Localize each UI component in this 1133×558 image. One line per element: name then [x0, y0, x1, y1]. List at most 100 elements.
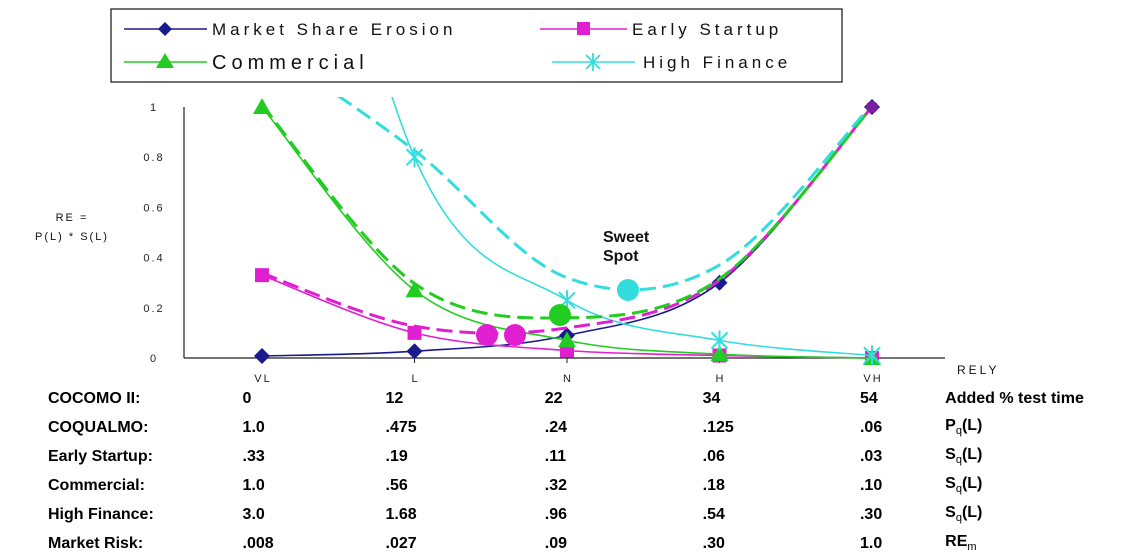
combined-commercial — [260, 104, 874, 326]
star-marker-icon — [585, 53, 601, 71]
table-cell: .30 — [859, 505, 883, 523]
row-label: Market Risk: — [48, 534, 144, 552]
series-commercial — [253, 98, 881, 365]
table-cell: 1.0 — [242, 476, 265, 494]
diamond-point — [711, 274, 728, 291]
square-point — [255, 268, 269, 283]
row-label: COQUALMO: — [48, 418, 149, 436]
y-axis-label-line2: P(L) * S(L) — [35, 231, 109, 243]
square-point — [407, 325, 422, 340]
y-tick-label: 0 — [150, 353, 158, 365]
row-unit: Sq(L) — [945, 446, 983, 467]
triangle-marker-icon — [156, 53, 174, 68]
table-row: Early Startup: .33 .19 .11 .06 .03 Sq(L) — [48, 442, 1133, 471]
y-tick-label: 0.8 — [143, 152, 164, 164]
table-cell: .09 — [544, 534, 567, 552]
y-axis-label-line1: RE = — [56, 212, 89, 224]
legend-label: Early Startup — [632, 20, 782, 39]
combined-high-finance — [337, 97, 874, 301]
diamond-point — [254, 347, 270, 364]
star-point — [863, 345, 881, 366]
sweet-spot-dot — [476, 324, 498, 346]
table-cell: .06 — [859, 418, 883, 436]
table-cell: 34 — [702, 389, 721, 407]
table-cell: .24 — [544, 418, 567, 436]
triangle-point — [558, 331, 576, 348]
table-cell: .32 — [544, 476, 567, 494]
table-row: Market Risk: .008 .027 .09 .30 1.0 REm — [48, 529, 1133, 558]
table-row: COQUALMO: 1.0 .475 .24 .125 .06 Pq(L) — [48, 413, 1133, 442]
sweet-spot-annotation-line2: Spot — [603, 248, 639, 265]
legend-item-high-finance: High Finance — [552, 53, 791, 72]
row-unit: Sq(L) — [945, 475, 983, 496]
sweet-spot-annotation-line1: Sweet — [603, 229, 650, 246]
table-row: Commercial: 1.0 .56 .32 .18 .10 Sq(L) — [48, 471, 1133, 500]
y-ticks: 0 0.2 0.4 0.6 0.8 1 — [143, 102, 164, 365]
table-cell: .33 — [242, 447, 265, 465]
table-cell: .56 — [385, 476, 408, 494]
x-tick-label: H — [716, 373, 726, 385]
legend-item-early-startup: Early Startup — [540, 20, 782, 39]
diamond-point — [406, 343, 423, 360]
table-cell: .11 — [544, 447, 567, 465]
table-row: High Finance: 3.0 1.68 .96 .54 .30 Sq(L) — [48, 500, 1133, 529]
table-cell: 54 — [859, 389, 878, 407]
y-tick-label: 0.4 — [143, 253, 164, 265]
triangle-point — [710, 345, 729, 362]
legend-label: Market Share Erosion — [212, 20, 456, 39]
row-label: Commercial: — [48, 476, 145, 494]
legend: Market Share Erosion Early Startup Comme… — [110, 8, 843, 83]
table-cell: .125 — [702, 418, 734, 436]
table-cell: .027 — [385, 534, 417, 552]
y-tick-label: 0.2 — [143, 303, 164, 315]
y-tick-label: 0.6 — [143, 202, 164, 214]
row-label: High Finance: — [48, 505, 154, 523]
table-cell: 1.68 — [385, 505, 417, 523]
chart: Market Share Erosion Early Startup Comme… — [35, 8, 999, 385]
triangle-point — [405, 281, 424, 298]
data-table: COCOMO II: 0 12 22 34 54 Added % test time COQU… — [48, 384, 1133, 558]
row-label: COCOMO II: — [48, 389, 141, 407]
series-line — [261, 106, 873, 359]
x-tick-label: VL — [254, 373, 271, 385]
combined-line — [337, 97, 874, 292]
legend-item-commercial: Commercial — [124, 52, 369, 74]
x-tick-label: N — [563, 373, 573, 385]
convergence-point — [866, 101, 878, 113]
star-point — [710, 330, 729, 351]
table-cell: 12 — [385, 389, 404, 407]
row-unit: REm — [945, 533, 977, 554]
table-cell: .54 — [702, 505, 725, 523]
table-cell: .10 — [859, 476, 883, 494]
series — [253, 97, 881, 366]
table-cell: .30 — [702, 534, 725, 552]
table-cell: .008 — [242, 534, 274, 552]
legend-label: Commercial — [212, 52, 369, 74]
x-ticks: VL L N H VH — [254, 358, 881, 385]
table-cell: .96 — [544, 505, 567, 523]
x-tick-label: L — [411, 373, 419, 385]
square-marker-icon — [577, 22, 590, 35]
legend-label: High Finance — [643, 53, 791, 72]
row-unit: Sq(L) — [945, 504, 983, 525]
series-line — [391, 97, 873, 357]
x-axis-title: RELY — [957, 363, 999, 377]
table-cell: 22 — [544, 389, 563, 407]
table-cell: .06 — [702, 447, 725, 465]
table-cell: .03 — [859, 447, 883, 465]
table-cell: .475 — [385, 418, 417, 436]
diamond-marker-icon — [158, 22, 172, 36]
table-cell: 1.0 — [242, 418, 265, 436]
row-unit: Added % test time — [945, 389, 1084, 407]
row-label: Early Startup: — [48, 447, 153, 465]
table-cell: 1.0 — [859, 534, 883, 552]
table-row: COCOMO II: 0 12 22 34 54 Added % test time — [48, 384, 1133, 413]
y-tick-label: 1 — [150, 102, 158, 114]
table-cell: .18 — [702, 476, 725, 494]
legend-item-market-share-erosion: Market Share Erosion — [124, 20, 456, 39]
sweet-spot-dot — [504, 324, 526, 346]
series-market-share-erosion — [254, 99, 880, 364]
sweet-spot-dot — [617, 279, 639, 301]
legend-box — [110, 8, 843, 83]
row-unit: Pq(L) — [945, 417, 983, 438]
